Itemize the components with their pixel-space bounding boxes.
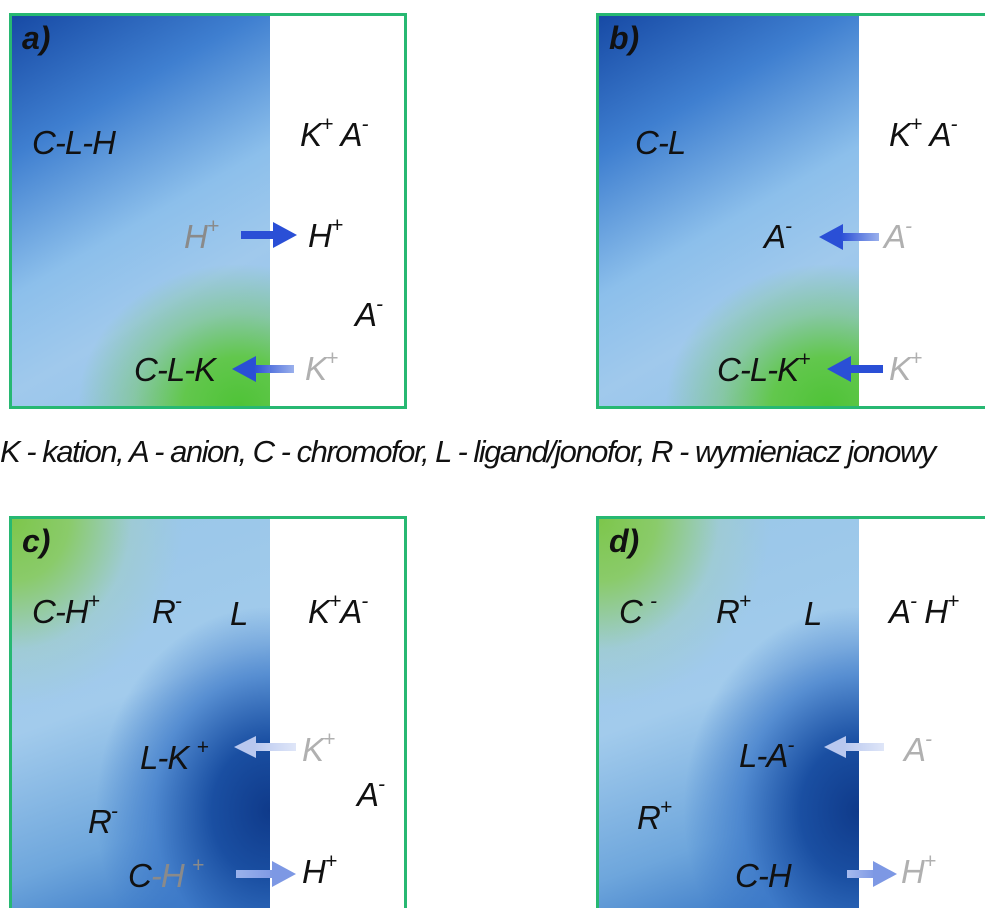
- species-k-a: K+ A-: [889, 113, 957, 153]
- panel-c: c) C-H+ R- L K+A- L-K + K+ R- A- C-H + H…: [9, 516, 407, 908]
- species-a-h: A- H+: [889, 590, 959, 630]
- species-a: A-: [355, 293, 383, 333]
- species-h-from: H+: [184, 215, 219, 255]
- species-c: C -: [619, 590, 657, 630]
- arrow-left-icon: [232, 356, 294, 382]
- panel-d: d) C - R+ L A- H+ L-A- A- R+ C-H H+: [596, 516, 985, 908]
- arrow-left-icon: [234, 736, 296, 758]
- arrow-right-icon: [241, 222, 297, 248]
- panel-label: a): [22, 20, 51, 56]
- species-r2: R+: [637, 796, 672, 836]
- arrow-left-icon: [819, 224, 879, 250]
- species-l-a: L-A-: [739, 734, 794, 774]
- species-c-l: C-L: [635, 124, 686, 161]
- species-r2: R-: [88, 800, 118, 840]
- membrane-phase: [599, 519, 859, 908]
- panel-b: b) C-L K+ A- A- A- C-L-K+ K+: [596, 13, 985, 409]
- species-a-from: A-: [904, 728, 932, 768]
- panel-label: b): [609, 20, 640, 56]
- membrane-phase: [12, 16, 270, 406]
- complex-c-l-k: C-L-K+: [717, 348, 810, 388]
- arrow-left-icon: [827, 356, 883, 382]
- species-k-from: K+: [302, 728, 335, 768]
- arrow-left-icon: [824, 736, 884, 758]
- species-c-l-h: C-L-H: [32, 124, 116, 161]
- species-k-a: K+ A-: [300, 113, 368, 153]
- species-a-from: A-: [884, 215, 912, 255]
- panel-label: c): [22, 523, 51, 559]
- complex-c-l-k: C-L-K: [134, 351, 216, 388]
- species-h-to: H+: [302, 850, 337, 890]
- membrane-phase: [12, 519, 270, 908]
- species-l: L: [804, 595, 822, 632]
- species-c-h-dim: C-H +: [128, 854, 204, 894]
- species-k-from: K+: [305, 347, 338, 387]
- species-l-k: L-K +: [140, 736, 209, 776]
- species-h-to: H+: [901, 850, 936, 890]
- species-k-from: K+: [889, 347, 922, 387]
- legend-text: K - kation, A - anion, C - chromofor, L …: [0, 434, 936, 469]
- panel-a: a) C-L-H K+ A- H+ H+ A- C-L-K K+: [9, 13, 407, 409]
- species-a-left: A-: [764, 215, 792, 255]
- arrow-right-icon: [236, 861, 296, 887]
- species-h-to: H+: [308, 214, 343, 254]
- species-c-h: C-H: [735, 857, 792, 894]
- panel-label: d): [609, 523, 640, 559]
- arrow-right-icon: [847, 861, 897, 887]
- species-c-h: C-H+: [32, 590, 100, 630]
- species-r: R+: [716, 590, 751, 630]
- species-a: A-: [357, 773, 385, 813]
- species-k-a: K+A-: [308, 590, 368, 630]
- membrane-phase: [599, 16, 859, 406]
- species-l: L: [230, 595, 248, 632]
- species-r: R-: [152, 590, 182, 630]
